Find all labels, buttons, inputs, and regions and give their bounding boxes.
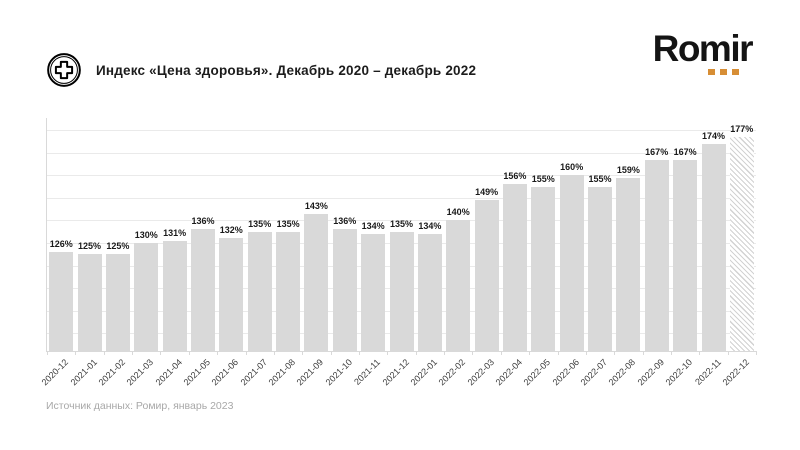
bar-value-label: 135% bbox=[389, 218, 414, 229]
gridline bbox=[47, 197, 756, 199]
axis-tick bbox=[727, 351, 729, 355]
axis-tick bbox=[188, 351, 190, 355]
logo-dot bbox=[708, 69, 715, 75]
logo-dot bbox=[732, 69, 739, 75]
bar-value-label: 143% bbox=[304, 200, 328, 211]
bar-value-label: 174% bbox=[701, 130, 726, 141]
bar bbox=[49, 251, 74, 351]
bar bbox=[729, 137, 754, 351]
axis-tick bbox=[387, 351, 389, 355]
bar bbox=[304, 213, 329, 351]
axis-tick bbox=[585, 351, 587, 355]
bar-value-label: 160% bbox=[560, 162, 584, 173]
bar-value-label: 130% bbox=[134, 229, 158, 240]
bar bbox=[474, 200, 499, 351]
axis-tick bbox=[103, 351, 105, 355]
axis-tick bbox=[359, 351, 360, 355]
bar bbox=[105, 254, 130, 351]
bar-value-label: 136% bbox=[191, 216, 215, 227]
axis-tick bbox=[529, 351, 531, 355]
logo-dot bbox=[720, 69, 727, 75]
axis-tick bbox=[330, 351, 332, 355]
bar-value-label: 155% bbox=[531, 173, 555, 184]
axis-tick bbox=[557, 351, 559, 355]
bar-value-label: 159% bbox=[616, 164, 640, 175]
gridline bbox=[47, 130, 756, 132]
axis-tick bbox=[245, 351, 247, 355]
bar bbox=[588, 186, 612, 351]
bar-value-label: 126% bbox=[49, 238, 73, 249]
axis-tick bbox=[132, 351, 134, 355]
axis-tick bbox=[756, 351, 757, 355]
gridline bbox=[47, 152, 756, 154]
source-note: Источник данных: Ромир, январь 2023 bbox=[46, 400, 234, 412]
axis-tick bbox=[500, 351, 502, 355]
bar bbox=[446, 220, 471, 351]
bar-value-label: 167% bbox=[673, 146, 697, 157]
bar bbox=[77, 254, 102, 351]
axis-tick bbox=[217, 351, 219, 355]
bar-value-label: 167% bbox=[645, 146, 669, 157]
bar-value-label: 177% bbox=[730, 124, 754, 135]
bar bbox=[191, 229, 215, 351]
bar bbox=[162, 240, 187, 351]
bar-value-label: 156% bbox=[503, 171, 527, 182]
axis-tick bbox=[670, 351, 672, 355]
romir-logo: Romir bbox=[652, 28, 754, 75]
axis-tick bbox=[273, 351, 275, 355]
bar bbox=[332, 229, 357, 351]
bar-value-label: 136% bbox=[333, 216, 357, 227]
bar-value-label: 125% bbox=[77, 241, 102, 252]
bar-value-label: 140% bbox=[446, 207, 470, 218]
bar bbox=[531, 186, 556, 351]
bar-value-label: 135% bbox=[276, 218, 300, 229]
axis-tick bbox=[642, 351, 644, 355]
bar bbox=[644, 159, 669, 351]
bar-value-label: 125% bbox=[106, 241, 130, 252]
bar-value-label: 132% bbox=[219, 225, 243, 236]
romir-logo-dots bbox=[653, 69, 752, 75]
bar bbox=[247, 231, 272, 351]
bar bbox=[502, 184, 527, 351]
axis-tick bbox=[75, 351, 77, 355]
bar-value-label: 149% bbox=[475, 187, 499, 198]
axis-tick bbox=[160, 351, 162, 355]
bar-value-label: 131% bbox=[163, 227, 187, 238]
bar bbox=[389, 231, 414, 351]
bar bbox=[219, 238, 244, 351]
gridline bbox=[47, 175, 756, 177]
bar-value-label: 135% bbox=[248, 218, 272, 229]
axis-tick bbox=[699, 351, 701, 355]
bar bbox=[616, 177, 641, 351]
bar-value-label: 134% bbox=[361, 220, 385, 231]
bar bbox=[559, 175, 584, 351]
bar bbox=[361, 233, 386, 351]
health-cross-icon bbox=[47, 53, 81, 87]
bar-value-label: 134% bbox=[418, 220, 442, 231]
romir-logo-text: Romir bbox=[652, 28, 754, 69]
bar bbox=[701, 143, 726, 351]
bar bbox=[276, 231, 301, 351]
bar bbox=[417, 233, 442, 351]
bar bbox=[134, 242, 159, 351]
axis-tick bbox=[614, 351, 616, 355]
header: Индекс «Цена здоровья». Декабрь 2020 – д… bbox=[46, 52, 476, 88]
bar-value-label: 155% bbox=[588, 173, 612, 184]
axis-tick bbox=[302, 351, 304, 355]
axis-tick bbox=[47, 351, 48, 355]
gridline bbox=[47, 220, 756, 222]
axis-tick bbox=[444, 351, 445, 355]
bar bbox=[673, 159, 698, 351]
bar-chart: 126% 2020-12 125% 2021-01 125% 2021-02 130% 202… bbox=[40, 118, 757, 387]
axis-tick bbox=[472, 351, 474, 355]
axis-tick bbox=[415, 351, 417, 355]
page-title: Индекс «Цена здоровья». Декабрь 2020 – д… bbox=[96, 62, 477, 78]
